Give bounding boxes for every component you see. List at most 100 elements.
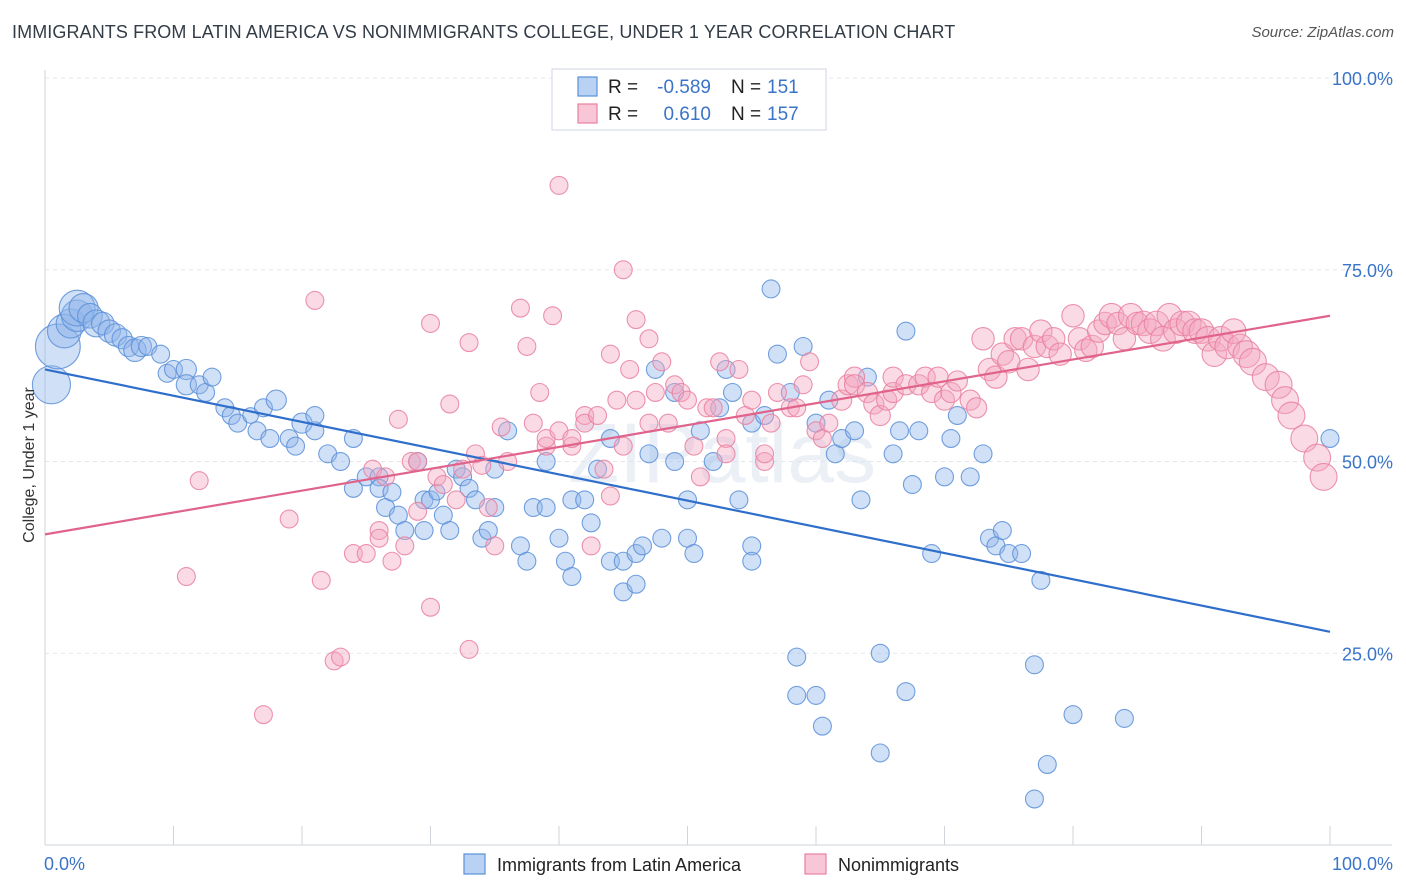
immigrants-point <box>729 490 749 510</box>
nonimmigrants-point <box>697 398 717 418</box>
nonimmigrants-point <box>311 570 331 590</box>
immigrants-point <box>870 643 890 663</box>
immigrants-point <box>536 451 556 472</box>
immigrants-point <box>806 685 826 705</box>
legend-swatch-nonimmigrants <box>804 853 827 875</box>
immigrants-point <box>286 436 306 456</box>
nonimmigrants-point <box>671 382 691 402</box>
immigrants-point <box>414 521 434 541</box>
nonimmigrants-point <box>716 444 736 464</box>
immigrants-point <box>58 289 96 327</box>
source-credit: Source: ZipAtlas.com <box>1251 24 1394 41</box>
immigrants-point <box>369 478 389 498</box>
nonimmigrants-point <box>990 342 1015 366</box>
immigrants-point <box>896 321 916 341</box>
immigrants-point <box>845 421 865 441</box>
nonimmigrants-point <box>408 451 428 472</box>
nonimmigrants-point <box>882 366 904 388</box>
nonimmigrants-point <box>485 536 505 556</box>
immigrants-point <box>68 292 99 324</box>
immigrants-point <box>517 551 537 571</box>
nonimmigrants-point <box>523 413 543 433</box>
nonimmigrants-point <box>716 428 736 448</box>
nonimmigrants-point <box>581 536 601 556</box>
nonimmigrants-point <box>767 382 787 402</box>
legend-label-nonimmigrants: Nonimmigrants <box>838 855 959 875</box>
immigrants-point <box>870 743 890 763</box>
immigrants-point <box>883 444 903 464</box>
nonimmigrants-point <box>440 394 460 414</box>
stats-r-value-1: 0.610 <box>663 104 711 125</box>
immigrants-point <box>175 358 197 381</box>
immigrants-point <box>228 413 248 433</box>
nonimmigrants-point <box>1143 310 1170 337</box>
nonimmigrants-point <box>665 375 685 395</box>
nonimmigrants-point <box>690 467 710 487</box>
nonimmigrants-point <box>1117 302 1144 329</box>
immigrants-point <box>742 536 762 556</box>
nonimmigrants-point <box>1041 327 1066 351</box>
nonimmigrants-point <box>1035 334 1060 359</box>
nonimmigrants-point <box>843 374 866 396</box>
nonimmigrants-point <box>761 413 781 433</box>
nonimmigrants-point <box>1125 311 1150 336</box>
nonimmigrants-point <box>843 366 866 388</box>
immigrants-point <box>453 467 473 487</box>
nonimmigrants-point <box>600 344 620 364</box>
nonimmigrants-point <box>510 298 530 318</box>
nonimmigrants-point <box>703 398 723 418</box>
immigrants-point <box>151 344 171 364</box>
nonimmigrants-point <box>971 327 995 351</box>
immigrants-point <box>626 544 646 564</box>
immigrants-point <box>992 521 1012 541</box>
immigrants-point <box>890 421 910 441</box>
immigrants-point <box>896 682 916 702</box>
nonimmigrants-point <box>1169 310 1196 337</box>
nonimmigrants-point <box>369 521 389 541</box>
immigrants-point <box>1320 428 1340 448</box>
y-tick-label-25: 25.0% <box>1342 644 1393 664</box>
immigrants-point <box>857 367 877 387</box>
nonimmigrants-point <box>189 471 209 491</box>
nonimmigrants-point <box>1061 304 1085 328</box>
immigrants-point <box>202 367 222 387</box>
nonimmigrants-point <box>331 647 351 667</box>
nonimmigrants-point <box>677 390 698 410</box>
immigrants-point <box>331 451 351 472</box>
nonimmigrants-point <box>819 413 839 433</box>
nonimmigrants-point <box>588 405 608 425</box>
nonimmigrants-point <box>356 544 376 564</box>
nonimmigrants-point <box>446 490 466 510</box>
stats-swatch-immigrants <box>577 76 598 97</box>
nonimmigrants-point <box>1201 341 1228 367</box>
immigrants-point <box>909 421 929 441</box>
immigrants-point <box>973 444 993 464</box>
nonimmigrants-point <box>388 409 408 429</box>
immigrants-point <box>960 467 980 487</box>
nonimmigrants-point <box>652 352 672 372</box>
immigrants-point <box>761 279 781 299</box>
immigrants-point <box>265 389 287 411</box>
immigrants-point <box>343 478 363 498</box>
nonimmigrants-point <box>420 313 441 333</box>
y-axis-title: College, Under 1 year <box>21 387 38 543</box>
stats-r-label-0: R = <box>608 77 638 98</box>
chart-title: IMMIGRANTS FROM LATIN AMERICA VS NONIMMI… <box>12 22 956 42</box>
nonimmigrants-point <box>729 359 749 379</box>
immigrants-point <box>459 478 479 498</box>
series-legend: Immigrants from Latin America Nonimmigra… <box>463 853 959 875</box>
immigrants-point <box>260 428 280 448</box>
immigrants-point <box>639 444 659 464</box>
immigrants-point <box>941 428 961 448</box>
nonimmigrants-point <box>176 567 196 587</box>
nonimmigrants-point <box>395 536 415 556</box>
immigrants-point <box>562 567 582 587</box>
immigrants-point <box>633 536 653 556</box>
nonimmigrants-point <box>1251 363 1280 392</box>
stats-n-label-0: N = <box>731 77 761 98</box>
immigrants-point <box>82 309 111 338</box>
nonimmigrants-point <box>684 436 704 456</box>
immigrants-point <box>626 574 646 594</box>
nonimmigrants-point <box>1098 302 1125 329</box>
